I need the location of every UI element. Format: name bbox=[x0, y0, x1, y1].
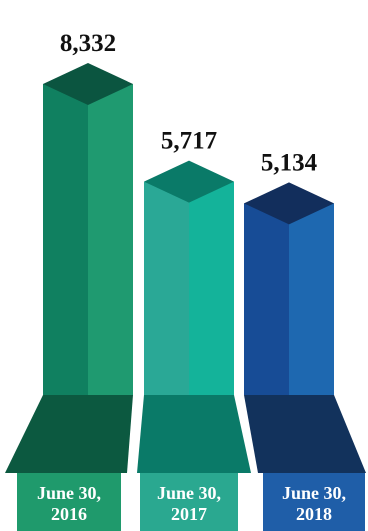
category-tick-label: June 30, 2018 bbox=[282, 483, 346, 524]
bar-side-face bbox=[88, 84, 133, 395]
category-label-plate bbox=[17, 473, 121, 531]
bar-base bbox=[244, 395, 366, 473]
bar-base bbox=[5, 395, 133, 473]
bar-top-face bbox=[244, 182, 334, 225]
bar-base bbox=[137, 395, 251, 473]
bar-front-face bbox=[43, 84, 88, 395]
bar-side-face bbox=[189, 181, 234, 395]
bar-front-face bbox=[144, 181, 189, 395]
category-tick-label: June 30, 2016 bbox=[37, 483, 101, 524]
data-label: 8,332 bbox=[60, 30, 116, 57]
bar-top-face bbox=[43, 63, 133, 105]
data-label: 5,717 bbox=[161, 128, 217, 155]
category-label-plate bbox=[140, 473, 238, 531]
bar-top-face bbox=[144, 160, 234, 203]
category-label-plate bbox=[263, 473, 365, 531]
data-label: 5,134 bbox=[261, 149, 318, 176]
category-tick-label: June 30, 2017 bbox=[157, 483, 221, 524]
bar-front-face bbox=[244, 203, 289, 395]
bar-side-face bbox=[289, 203, 334, 395]
